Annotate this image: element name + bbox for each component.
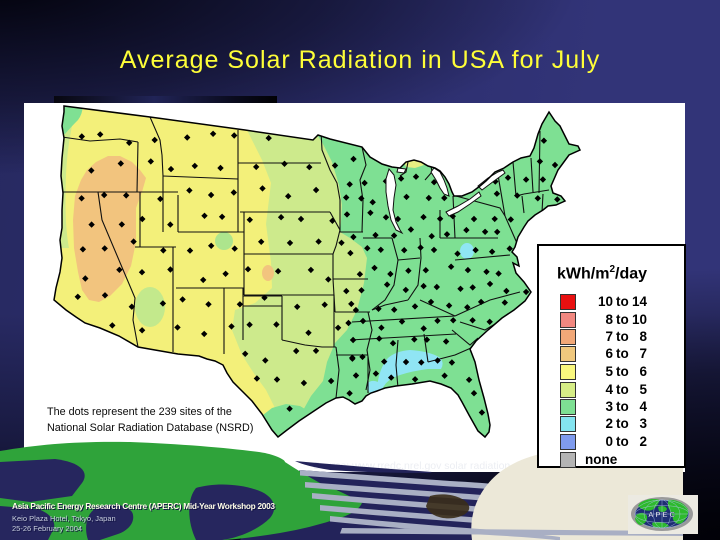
svg-text:APEC: APEC: [648, 510, 677, 519]
